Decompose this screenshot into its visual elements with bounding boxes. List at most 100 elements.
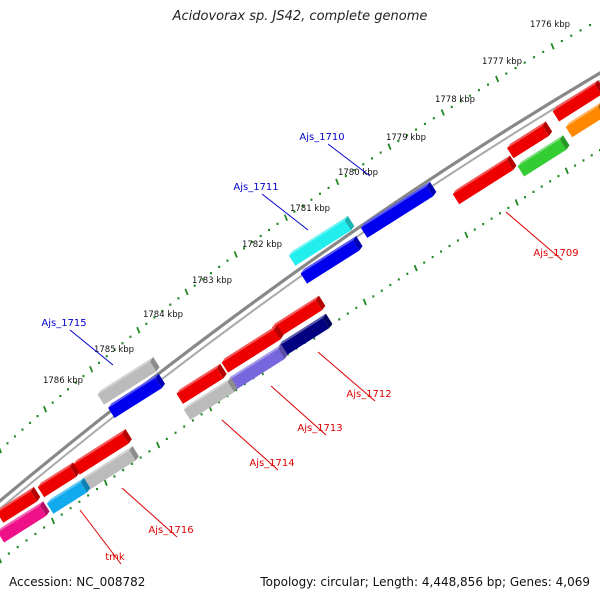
gene-red-mid-1-top-face [271, 295, 319, 328]
topology-summary: Topology: circular; Length: 4,448,856 bp… [260, 575, 590, 589]
outer-dotted-line-dot [523, 61, 526, 64]
inner-dotted-line-dot [200, 413, 203, 416]
gene-ajs-1711-front-face [300, 240, 360, 284]
gene-red-mid-3-front-face [176, 368, 224, 404]
outer-dotted-line-tick [43, 405, 48, 413]
backbone-line-top [0, 71, 600, 503]
genome-backbone [0, 71, 600, 511]
outer-dotted-line-dot [251, 241, 254, 244]
gene-ajs-1712-top-face [278, 313, 326, 346]
gene-red-upper-1-front-face [507, 125, 549, 159]
outer-dotted-line-dot [169, 303, 172, 306]
outer-dotted-line-tick [495, 75, 500, 83]
inner-dotted-line-dot [456, 239, 459, 242]
inner-dotted-line-dot [139, 456, 142, 459]
outer-dotted-line-dot [243, 247, 246, 250]
gene-label: Ajs_1714 [249, 458, 294, 469]
outer-dotted-line-dot [459, 100, 462, 103]
gene-red-low-1-front-face [73, 433, 129, 475]
gene-ajs-1711-top-face [300, 235, 357, 274]
gene-ajs-1709-top-face [452, 155, 510, 195]
gene-red-low-3-front-face [0, 491, 38, 523]
inner-dotted-line-tick [362, 298, 367, 306]
gene-red-mid-1-end-face [315, 295, 326, 311]
outer-dotted-line-dot [268, 228, 271, 232]
inner-dotted-line-dot [191, 419, 194, 422]
gene-label: tmk [105, 552, 125, 563]
kbp-tick-label: 1779 kbp [386, 133, 426, 143]
gene-ajs-1713-top-face [227, 344, 282, 381]
kbp-tick-label: 1785 kbp [94, 345, 134, 355]
gene-ajs-1715-top-face [108, 373, 159, 408]
outer-dotted-line-dot [353, 169, 356, 172]
inner-dotted-line-tick [564, 167, 569, 175]
outer-dotted-line-dot [177, 297, 180, 300]
kbp-tick-label: 1783 kbp [192, 276, 232, 286]
gene-red-upper-1-end-face [542, 121, 553, 136]
gene-ajs-1715-gray-top-face [97, 356, 154, 395]
gene-features [0, 80, 600, 543]
outer-dotted-line-tick [550, 42, 555, 50]
outer-dotted-line-dot [193, 284, 196, 287]
gene-red-mid-3-end-face [217, 363, 227, 379]
inner-dotted-line-dot [372, 295, 375, 298]
inner-dotted-line-dot [532, 190, 535, 193]
kbp-tick-label: 1780 kbp [338, 168, 378, 178]
gene-label-leader [261, 193, 309, 231]
inner-dotted-line-tick [413, 264, 418, 272]
outer-dotted-line-dot [327, 186, 330, 189]
kbp-ticks: 1776 kbp 1777 kbp 1778 kbp 1779 kbp 1780 kbp… [43, 20, 570, 386]
gene-ajs-1710 [360, 181, 437, 238]
gene-ajs-1711-end-face [352, 235, 363, 251]
gene-orange [565, 102, 600, 138]
gene-green [517, 135, 570, 177]
outer-dotted-line-dot [67, 388, 70, 391]
gene-red-mid-2-front-face [221, 329, 281, 373]
gene-red-upper-2-front-face [552, 84, 600, 122]
outer-dotted-line-dot [113, 348, 116, 351]
gene-red-low-2-top-face [37, 462, 73, 488]
outer-dotted-line-dot [406, 134, 409, 137]
outer-dotted-line-tick [283, 214, 288, 222]
gene-red-low-2 [37, 462, 80, 498]
gene-ajs-1711-cyan-top-face [288, 215, 348, 256]
gene-ajs-1714-front-face [183, 382, 235, 420]
inner-dotted-line-dot [148, 450, 151, 453]
inner-dotted-line-dot [498, 212, 501, 215]
inner-dotted-line-tick [514, 199, 519, 206]
gene-ajs-1710-front-face [360, 186, 434, 238]
inner-dotted-line-tick [464, 231, 469, 239]
gene-ajs-1710-end-face [426, 181, 437, 197]
outer-dotted-line-dot [21, 428, 24, 431]
gene-green-front-face [517, 139, 567, 177]
gene-orange-front-face [565, 106, 600, 138]
outer-dotted-line-dot [201, 278, 204, 281]
gene-ajs-1714-end-face [227, 377, 238, 393]
outer-dotted-line-dot [59, 394, 62, 398]
gene-ajs-1716-end-face [129, 446, 139, 461]
gene-red-mid-3 [176, 363, 227, 404]
outer-dotted-line-dot [505, 72, 508, 75]
inner-dotted-line-tick [156, 441, 161, 449]
gene-red-mid-2 [221, 324, 284, 373]
gene-red-upper-2-top-face [552, 80, 599, 112]
gene-tmk-blue-top-face [46, 477, 84, 504]
inner-dotted-line-dot [43, 526, 46, 529]
outer-dotted-line [0, 24, 591, 454]
gene-label-leader [505, 211, 563, 261]
gene-ajs-1716 [80, 446, 139, 492]
inner-dotted-line-dot [7, 552, 10, 555]
gene-ajs-1715 [108, 373, 166, 419]
outer-dotted-line-dot [319, 192, 321, 195]
gene-green-top-face [517, 135, 564, 167]
gene-label: Ajs_1711 [233, 182, 278, 193]
outer-dotted-line-tick [136, 326, 141, 334]
outer-dotted-line-dot [259, 234, 262, 238]
inner-dotted-line-dot [431, 255, 434, 259]
inner-dotted-line-dot [355, 306, 358, 309]
gene-ajs-1712-end-face [322, 313, 333, 329]
outer-dotted-line-dot [450, 105, 453, 109]
kbp-tick-label: 1784 kbp [143, 310, 183, 320]
gene-red-low-3-top-face [0, 486, 34, 513]
inner-dotted-line-dot [346, 312, 349, 315]
